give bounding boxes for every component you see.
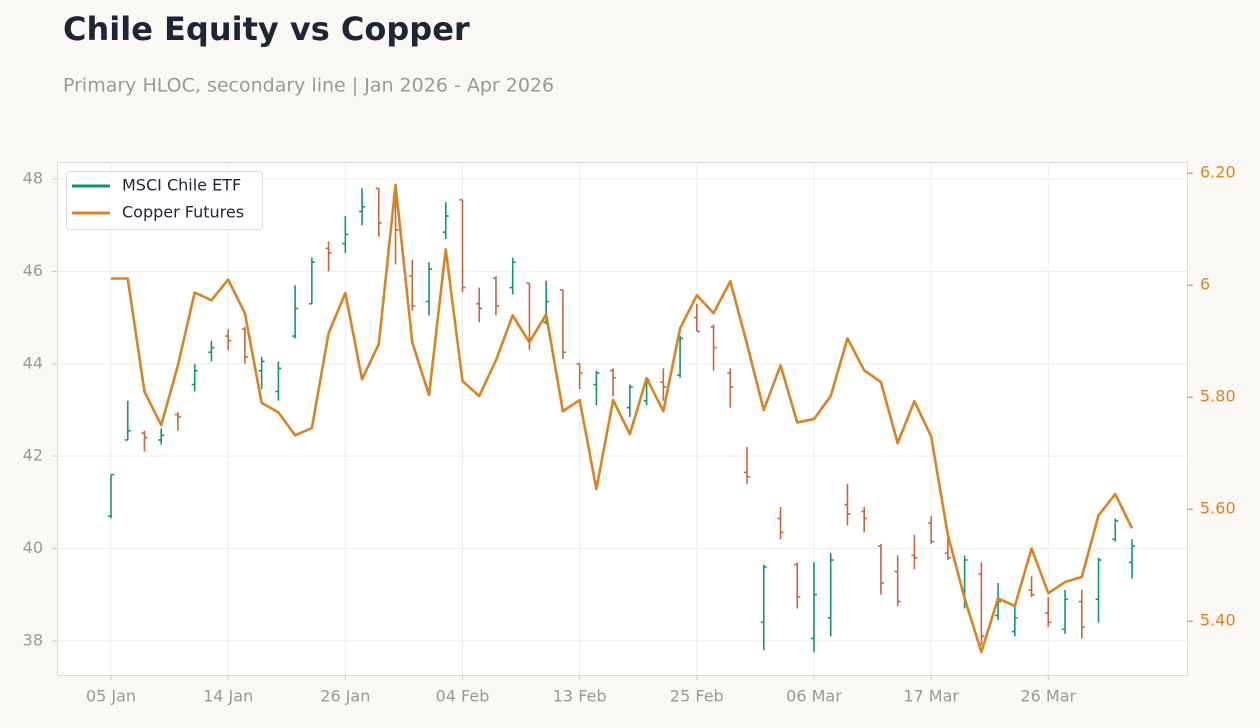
legend: MSCI Chile ETF Copper Futures xyxy=(66,171,263,230)
chart-title: Chile Equity vs Copper xyxy=(63,10,470,48)
y-tick-label: 48 xyxy=(23,169,43,188)
x-tick-label: 26 Mar xyxy=(1020,687,1076,706)
line-series xyxy=(111,183,1134,654)
x-tick-label: 13 Feb xyxy=(553,687,607,706)
chart-subtitle: Primary HLOC, secondary line | Jan 2026 … xyxy=(63,75,554,97)
y2-tick-label: 5.60 xyxy=(1200,499,1236,518)
y-tick-label: 46 xyxy=(23,261,43,280)
y2-tick-label: 6.20 xyxy=(1200,163,1236,182)
grid: 38 40 42 44 46 48 5.40 5.60 5.80 6 6.20 05 Jan 14 Ja… xyxy=(23,162,1236,706)
legend-box xyxy=(66,171,263,230)
legend-label: Copper Futures xyxy=(122,203,244,222)
x-tick-label: 25 Feb xyxy=(670,687,724,706)
y-tick-label: 38 xyxy=(23,630,43,649)
y-tick-label: 42 xyxy=(23,446,43,465)
y2-tick-label: 5.80 xyxy=(1200,387,1236,406)
y-tick-label: 44 xyxy=(23,353,43,372)
y2-tick-label: 6 xyxy=(1200,275,1210,294)
x-tick-label: 06 Mar xyxy=(786,687,842,706)
x-tick-label: 26 Jan xyxy=(320,687,370,706)
x-tick-label: 04 Feb xyxy=(436,687,490,706)
legend-label: MSCI Chile ETF xyxy=(122,176,241,195)
y2-tick-label: 5.40 xyxy=(1200,611,1236,630)
x-tick-label: 05 Jan xyxy=(86,687,136,706)
marks xyxy=(108,183,1135,654)
y-tick-label: 40 xyxy=(23,538,43,557)
x-tick-label: 14 Jan xyxy=(203,687,253,706)
x-tick-label: 17 Mar xyxy=(903,687,959,706)
